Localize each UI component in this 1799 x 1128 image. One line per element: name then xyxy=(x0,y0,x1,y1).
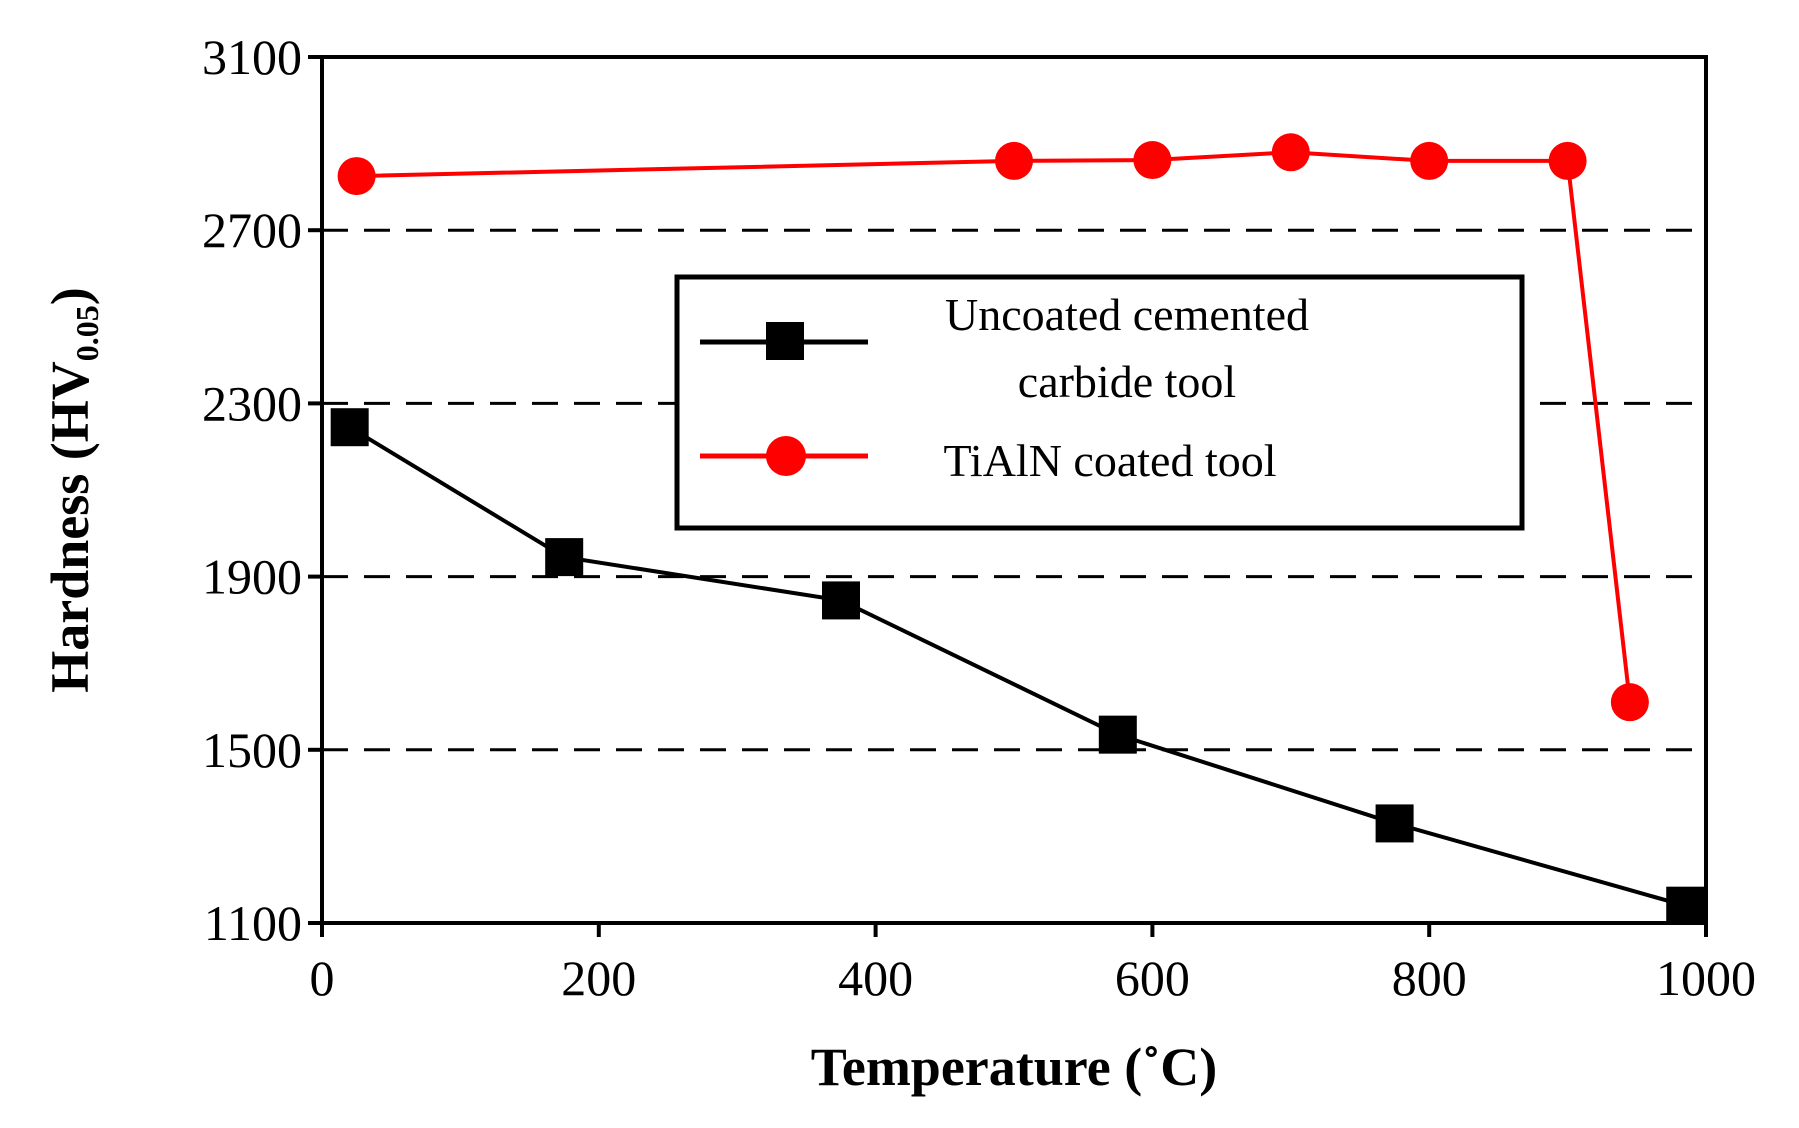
series-line-0 xyxy=(348,425,1686,908)
axes xyxy=(308,55,1708,937)
legend-label-uncoated-line1: Uncoated cemented xyxy=(945,289,1309,340)
y-axis-title-subscript: 0.05 xyxy=(69,305,105,361)
data-point-square-4 xyxy=(1375,804,1414,843)
legend-label-uncoated-line2: carbide tool xyxy=(1018,356,1236,407)
series-layer xyxy=(330,133,1705,925)
data-point-circle-1 xyxy=(995,141,1033,180)
legend-box xyxy=(674,274,1525,531)
y-axis-title-main: Hardness (HV xyxy=(40,361,100,693)
x-tick-label-200: 200 xyxy=(561,950,636,1006)
y-axis-title-close: ) xyxy=(40,287,100,305)
x-tick-label-1000: 1000 xyxy=(1656,950,1756,1006)
data-point-circle-0 xyxy=(337,157,376,196)
y-tick-label-2300: 2300 xyxy=(202,375,302,431)
data-point-circle-3 xyxy=(1271,133,1310,172)
legend-marker-circle xyxy=(766,436,806,476)
data-point-square-1 xyxy=(545,538,584,577)
y-tick-label-1900: 1900 xyxy=(202,549,302,605)
x-tick-label-0: 0 xyxy=(310,950,335,1006)
legend-marker-square xyxy=(766,322,804,360)
series-0 xyxy=(330,408,1705,925)
data-point-square-0 xyxy=(330,408,369,447)
legend: Uncoated cemented carbide tool TiAlN coa… xyxy=(674,274,1525,531)
plot-frame xyxy=(320,55,1708,925)
data-point-circle-2 xyxy=(1133,141,1172,180)
x-tick-label-800: 800 xyxy=(1392,950,1467,1006)
y-tick-label-2700: 2700 xyxy=(202,202,302,258)
y-tick-label-1100: 1100 xyxy=(204,895,302,951)
x-tick-label-400: 400 xyxy=(838,950,913,1006)
data-point-circle-6 xyxy=(1610,683,1649,722)
data-point-circle-5 xyxy=(1548,141,1587,180)
tick-labels: 1100 1500 1900 2300 2700 3100 0 200 400 600 800 100… xyxy=(202,29,1756,1006)
data-point-circle-4 xyxy=(1410,141,1449,180)
y-tick-label-1500: 1500 xyxy=(202,722,302,778)
legend-label-tialn: TiAlN coated tool xyxy=(943,435,1276,486)
x-tick-label-600: 600 xyxy=(1115,950,1190,1006)
series-1 xyxy=(337,133,1649,722)
data-point-square-5 xyxy=(1666,886,1705,925)
y-tick-label-3100: 3100 xyxy=(202,29,302,85)
x-axis-title: Temperature (˚C) xyxy=(811,1037,1217,1097)
y-axis-title: Hardness (HV0.05) xyxy=(40,287,105,693)
data-point-square-3 xyxy=(1098,715,1137,754)
data-point-square-2 xyxy=(822,581,860,620)
